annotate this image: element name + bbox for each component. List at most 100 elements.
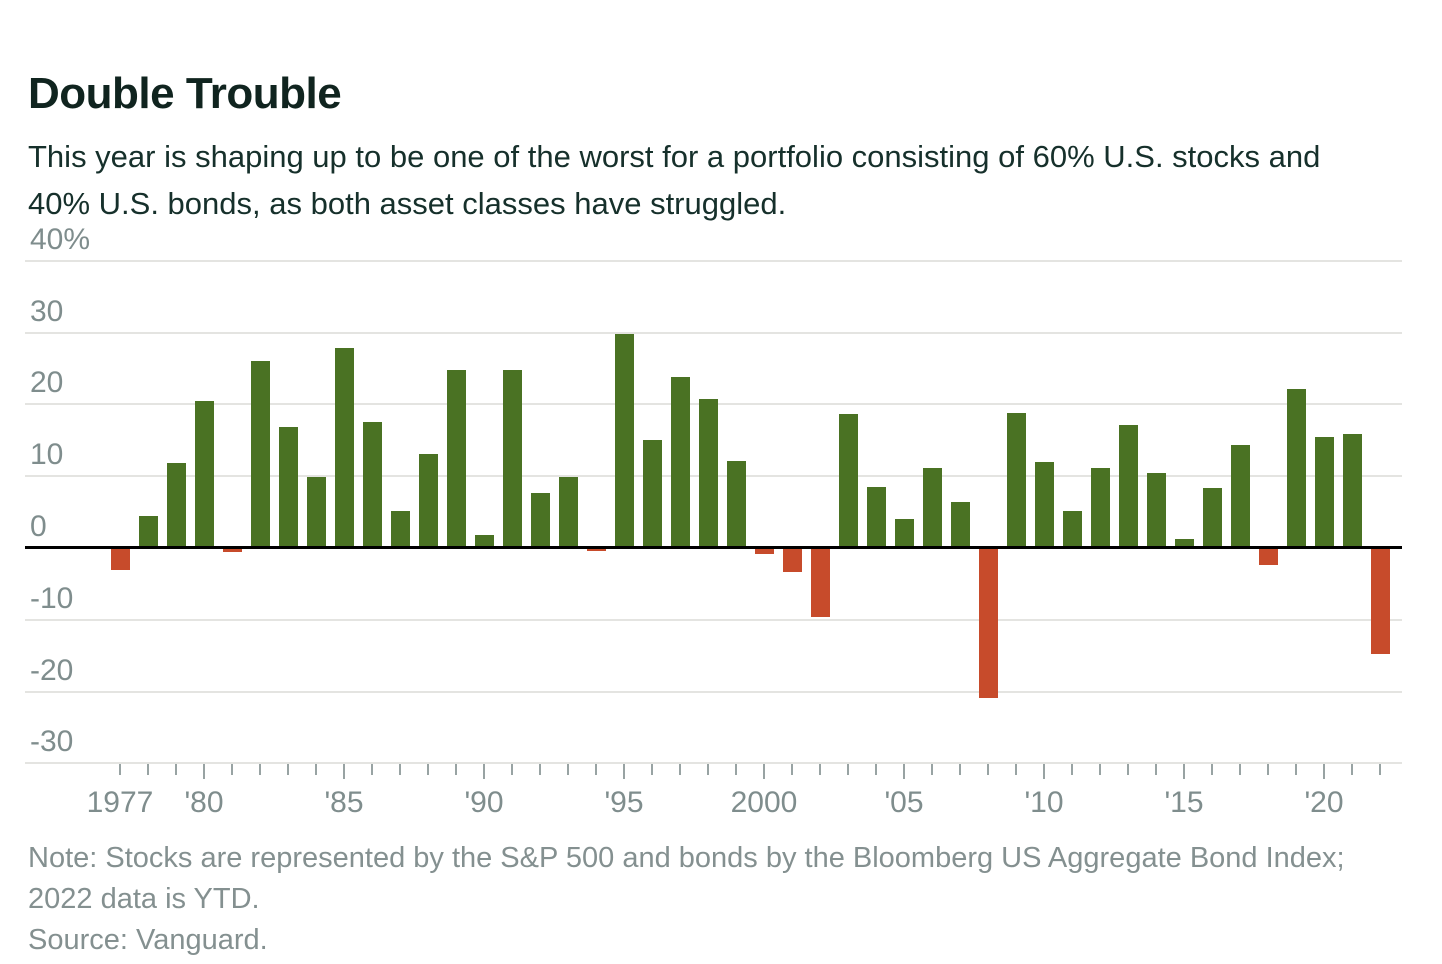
bar-2018 (1258, 548, 1278, 565)
x-tick (847, 764, 849, 775)
bar-1985 (334, 347, 354, 548)
x-tick (1211, 764, 1213, 775)
x-tick (399, 764, 401, 775)
x-tick (1379, 764, 1381, 775)
bar-1995 (614, 334, 634, 548)
bar-2016 (1202, 488, 1222, 548)
chart-footer: Note: Stocks are represented by the S&P … (28, 838, 1373, 961)
x-tick (567, 764, 569, 775)
y-axis-label: 20 (30, 366, 64, 400)
x-tick (1295, 764, 1297, 775)
x-tick (623, 764, 625, 779)
x-tick (791, 764, 793, 775)
bar-2019 (1286, 389, 1306, 548)
x-tick (595, 764, 597, 775)
x-axis-label: '80 (184, 786, 224, 819)
bar-1978 (138, 515, 158, 548)
x-tick (1351, 764, 1353, 775)
bar-1997 (670, 377, 690, 548)
bar-2011 (1062, 510, 1082, 548)
bar-2006 (922, 467, 942, 548)
x-tick (1015, 764, 1017, 775)
zero-axis-line (25, 546, 1402, 549)
x-tick (1099, 764, 1101, 775)
y-axis-label: 30 (30, 294, 64, 328)
bar-2022 (1370, 548, 1390, 654)
chart-subtitle: This year is shaping up to be one of the… (28, 139, 1321, 221)
x-tick (483, 764, 485, 779)
bar-1987 (390, 510, 410, 548)
x-tick (903, 764, 905, 779)
y-axis-label: 40% (30, 222, 91, 256)
y-gridline (25, 762, 1402, 765)
bar-1980 (194, 400, 214, 548)
bar-2014 (1146, 472, 1166, 548)
x-axis-label: '95 (604, 786, 644, 819)
x-tick (175, 764, 177, 775)
y-gridline (25, 618, 1402, 621)
x-tick (875, 764, 877, 775)
x-tick (203, 764, 205, 779)
y-axis-label: -30 (30, 725, 74, 759)
x-axis-label: '10 (1024, 786, 1064, 819)
bar-2008 (978, 548, 998, 699)
bar-2002 (810, 548, 830, 617)
x-tick (819, 764, 821, 775)
bar-2012 (1090, 467, 1110, 548)
bar-1982 (250, 361, 270, 548)
bar-2003 (838, 414, 858, 548)
x-tick (959, 764, 961, 775)
bar-1979 (166, 463, 186, 548)
y-axis-label: -20 (30, 653, 74, 687)
x-tick (119, 764, 121, 775)
y-axis-label: -10 (30, 581, 74, 615)
bar-chart: 40% 30 20 10 0 -10 -20 -30 1977 '80 '85 '90 '95 2000 '… (25, 222, 1402, 819)
y-axis-label: 0 (30, 510, 47, 543)
bar-2021 (1342, 433, 1362, 548)
x-tick (287, 764, 289, 775)
bar-2007 (950, 502, 970, 548)
bar-2015 (1174, 538, 1194, 548)
x-tick (539, 764, 541, 775)
x-axis-label: 2000 (730, 786, 798, 819)
x-tick (343, 764, 345, 779)
bar-2009 (1006, 413, 1026, 548)
bar-1977 (110, 548, 130, 571)
bar-1984 (306, 476, 326, 548)
x-axis-label: '20 (1304, 786, 1344, 819)
note-text: Note: Stocks are represented by the S&P … (28, 842, 1345, 915)
x-tick (1127, 764, 1129, 775)
x-tick (315, 764, 317, 775)
bar-1981 (222, 548, 242, 552)
x-tick (987, 764, 989, 775)
x-tick (371, 764, 373, 775)
y-gridline (25, 331, 1402, 334)
x-tick (231, 764, 233, 775)
bar-2017 (1230, 445, 1250, 548)
bar-1986 (362, 422, 382, 548)
bar-2001 (782, 548, 802, 573)
bar-1999 (726, 461, 746, 548)
x-tick (651, 764, 653, 775)
bar-1989 (446, 369, 466, 548)
bar-2010 (1034, 461, 1054, 548)
x-tick (1183, 764, 1185, 779)
x-tick (735, 764, 737, 775)
x-tick (1155, 764, 1157, 775)
chart-title: Double Trouble (28, 69, 342, 119)
bar-2005 (894, 519, 914, 548)
x-tick (455, 764, 457, 775)
bar-1993 (558, 476, 578, 548)
bar-1994 (586, 548, 606, 551)
x-axis-label: '05 (884, 786, 924, 819)
bar-2000 (754, 548, 774, 554)
x-tick (259, 764, 261, 775)
y-gridline (25, 690, 1402, 693)
bar-1983 (278, 427, 298, 548)
x-tick (147, 764, 149, 775)
x-tick (931, 764, 933, 775)
bar-1998 (698, 398, 718, 548)
x-tick (1239, 764, 1241, 775)
x-axis-label: '90 (464, 786, 504, 819)
